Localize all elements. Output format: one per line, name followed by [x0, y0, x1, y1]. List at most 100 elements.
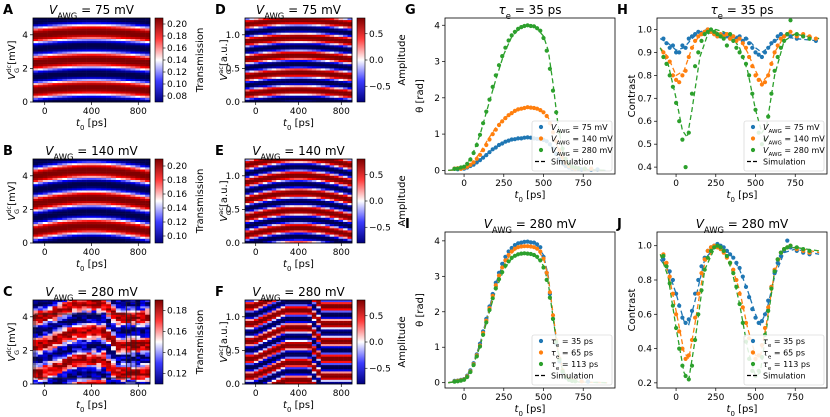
heatmap-cell: [267, 190, 273, 193]
heatmap-cell: [86, 194, 92, 198]
heatmap-cell: [298, 91, 304, 94]
heatmap-cell: [347, 226, 353, 229]
heatmap-cell: [86, 363, 92, 366]
heatmap-cell: [135, 93, 141, 96]
heatmap-cell: [72, 329, 78, 332]
heatmap-cell: [33, 24, 39, 27]
heatmap-cell: [135, 41, 141, 44]
heatmap-cell: [249, 173, 255, 177]
heatmap-cell: [289, 78, 295, 82]
heatmap-cell: [145, 238, 151, 242]
heatmap-cell: [316, 180, 322, 183]
heatmap-cell: [271, 182, 277, 185]
heatmap-cell: [111, 333, 117, 336]
heatmap-cell: [72, 228, 78, 231]
heatmap-cell: [52, 352, 58, 355]
heatmap-cell: [106, 68, 112, 71]
heatmap-cell: [311, 49, 317, 52]
heatmap-cell: [101, 91, 107, 94]
heatmap-cell: [145, 331, 151, 334]
heatmap-cell: [343, 209, 348, 212]
heatmap-cell: [47, 367, 53, 370]
heatmap-cell: [52, 302, 58, 305]
heatmap-cell: [76, 211, 83, 214]
heatmap-cell: [289, 70, 295, 73]
heatmap-cell: [316, 207, 322, 210]
heatmap-cell: [258, 39, 264, 42]
heatmap-cell: [47, 238, 53, 242]
heatmap-cell: [245, 224, 250, 227]
heatmap-cell: [115, 316, 122, 320]
heatmap-cell: [347, 209, 353, 212]
heatmap-cell: [311, 64, 317, 67]
heatmap-cell: [91, 177, 97, 181]
heatmap-cell: [320, 51, 326, 54]
heatmap-cell: [325, 72, 331, 75]
heatmap-cell: [96, 360, 102, 364]
heatmap-cell: [86, 333, 92, 336]
heatmap-cell: [262, 182, 268, 185]
heatmap-cell: [338, 70, 344, 73]
heatmap-cell: [311, 41, 317, 44]
heatmap-cell: [262, 30, 268, 33]
heatmap-cell: [316, 169, 322, 172]
heatmap-cell: [111, 373, 117, 376]
heatmap-cell: [289, 95, 295, 99]
heatmap-cell: [125, 97, 131, 101]
heatmap-cell: [338, 219, 344, 223]
heatmap-cell: [298, 175, 304, 179]
heatmap-cell: [135, 68, 141, 71]
heatmap-cell: [329, 68, 335, 71]
heatmap-cell: [130, 180, 136, 183]
heatmap-cell: [140, 32, 146, 36]
heatmap-cell: [249, 219, 255, 223]
heatmap-cell: [37, 348, 44, 351]
heatmap-cell: [130, 224, 136, 227]
heatmap-cell: [276, 55, 281, 59]
heatmap-cell: [120, 224, 126, 227]
heatmap-cell: [91, 209, 97, 212]
heatmap-cell: [76, 167, 83, 170]
heatmap-cell: [33, 66, 39, 69]
heatmap-cell: [140, 62, 146, 65]
heatmap-cell: [316, 66, 322, 69]
heatmap-cell: [72, 188, 78, 191]
heatmap-cell: [42, 64, 48, 67]
heatmap-cell: [338, 26, 344, 29]
heatmap-cell: [285, 74, 290, 78]
heatmap-cell: [145, 53, 151, 57]
heatmap-cell: [42, 72, 48, 75]
heatmap-cell: [347, 74, 353, 78]
heatmap-cell: [302, 161, 308, 164]
heatmap-cell: [245, 314, 250, 318]
heatmap-cell: [67, 306, 73, 309]
heatmap-cell: [115, 365, 122, 368]
heatmap-cell: [81, 76, 87, 80]
heatmap-cell: [125, 358, 131, 362]
heatmap-cell: [81, 198, 87, 202]
heatmap-cell: [86, 230, 92, 233]
heatmap-cell: [307, 47, 313, 50]
heatmap-cell: [96, 76, 102, 80]
heatmap-cell: [347, 47, 353, 50]
heatmap-cell: [81, 207, 87, 210]
heatmap-cell: [253, 173, 259, 177]
heatmap-cell: [316, 99, 322, 103]
heatmap-cell: [145, 348, 151, 351]
heatmap-cell: [245, 365, 250, 368]
heatmap-cell: [343, 169, 348, 172]
heatmap-cell: [285, 165, 290, 168]
heatmap-cell: [62, 363, 68, 366]
y-tick-label: 0.5: [226, 64, 240, 74]
heatmap-cell: [285, 219, 290, 223]
heatmap-cell: [289, 163, 295, 166]
heatmap-cell: [96, 32, 102, 36]
heatmap-cell: [47, 342, 53, 345]
heatmap-cell: [115, 222, 122, 225]
heatmap-cell: [96, 219, 102, 223]
heatmap-cell: [81, 20, 87, 23]
heatmap-cell: [329, 213, 335, 216]
heatmap-cell: [76, 236, 83, 240]
heatmap-cell: [101, 57, 107, 61]
heatmap-cell: [76, 331, 83, 334]
